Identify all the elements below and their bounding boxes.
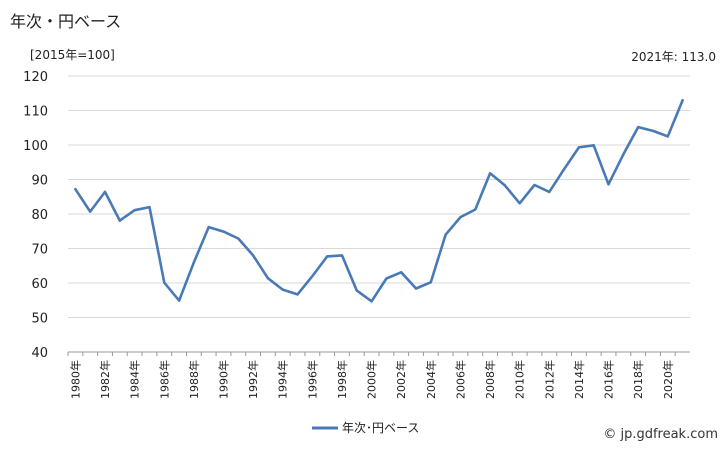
- y-unit-label: [2015年=100]: [30, 48, 115, 62]
- data-point: [163, 281, 166, 284]
- x-tick-label: 1980年: [68, 360, 82, 399]
- legend: 年次･円ベース: [312, 421, 419, 435]
- x-tick-label: 2006年: [453, 360, 467, 399]
- data-point: [429, 281, 433, 284]
- data-point: [562, 167, 566, 171]
- data-point: [311, 274, 314, 278]
- data-point: [548, 190, 551, 194]
- legend-label: 年次･円ベース: [342, 421, 419, 435]
- x-tick-label: 1994年: [276, 360, 290, 399]
- data-point: [266, 276, 270, 280]
- data-point: [192, 261, 196, 264]
- data-point: [370, 300, 373, 303]
- y-tick-label: 110: [23, 105, 48, 120]
- x-tick-label: 2008年: [483, 360, 497, 399]
- y-tick-label: 70: [31, 243, 48, 258]
- data-point: [222, 230, 225, 233]
- y-tick-label: 50: [31, 312, 48, 327]
- x-tick-label: 2004年: [424, 360, 438, 399]
- data-point: [103, 190, 107, 194]
- data-point: [414, 287, 418, 290]
- series-line: [74, 98, 684, 303]
- data-point: [592, 144, 595, 147]
- latest-value-annotation: 2021年: 113.0: [631, 50, 716, 64]
- data-point: [651, 129, 655, 133]
- data-point: [533, 183, 536, 187]
- series-layer: [74, 98, 684, 303]
- data-point: [251, 254, 255, 257]
- data-point: [577, 146, 581, 149]
- x-tick-label: 1998年: [335, 360, 349, 399]
- y-tick-label: 100: [23, 139, 48, 154]
- source-credit: © jp.gdfreak.com: [603, 427, 718, 442]
- data-point: [237, 237, 240, 240]
- data-point: [74, 187, 77, 191]
- data-point: [681, 98, 684, 102]
- data-point: [666, 135, 669, 138]
- data-point: [459, 215, 462, 219]
- data-point: [340, 254, 344, 257]
- data-point: [400, 271, 403, 274]
- y-tick-label: 40: [31, 346, 48, 361]
- data-point: [177, 299, 181, 302]
- x-tick-label: 2002年: [394, 360, 408, 399]
- data-point: [607, 183, 610, 186]
- x-tick-label: 2010年: [513, 360, 527, 399]
- data-point: [89, 210, 92, 213]
- x-tick-label: 2000年: [365, 360, 379, 399]
- data-point: [281, 288, 284, 291]
- data-point: [518, 202, 521, 205]
- gridlines: [68, 75, 690, 353]
- data-point: [148, 205, 151, 209]
- x-tick-label: 1990年: [217, 360, 231, 399]
- chart-title: 年次・円ベース: [10, 12, 122, 31]
- x-tick-label: 1992年: [246, 360, 260, 399]
- data-point: [385, 277, 388, 280]
- y-tick-label: 60: [31, 277, 48, 292]
- data-point: [474, 208, 477, 211]
- x-tick-label: 1986年: [157, 360, 171, 399]
- data-point: [118, 219, 122, 222]
- data-point: [325, 255, 329, 258]
- data-point: [622, 153, 625, 156]
- data-point: [488, 172, 492, 175]
- data-point: [207, 225, 210, 229]
- y-tick-label: 90: [31, 174, 48, 189]
- x-tick-label: 1982年: [98, 360, 112, 399]
- y-axis-ticks: 40 50 60 70 80 90 100 110 120: [23, 70, 48, 361]
- x-tick-label: 1996年: [305, 360, 319, 399]
- y-tick-label: 120: [23, 70, 48, 85]
- x-tick-label: 1988年: [187, 360, 201, 399]
- x-tick-label: 2016年: [602, 360, 616, 399]
- x-tick-label: 2018年: [631, 360, 645, 399]
- x-tick-label: 1984年: [128, 360, 142, 399]
- x-tick-label: 2020年: [661, 360, 675, 399]
- data-point: [355, 289, 358, 292]
- data-point: [444, 233, 447, 236]
- y-tick-label: 80: [31, 208, 48, 223]
- data-point: [296, 293, 299, 296]
- data-point: [133, 209, 136, 212]
- data-point: [636, 125, 640, 129]
- x-tick-label: 2012年: [542, 360, 556, 399]
- x-tick-label: 2014年: [572, 360, 586, 399]
- data-point: [503, 184, 507, 187]
- x-axis: 1980年 1982年 1984年 1986年 1988年 1990年 1992年 1994年…: [67, 352, 676, 399]
